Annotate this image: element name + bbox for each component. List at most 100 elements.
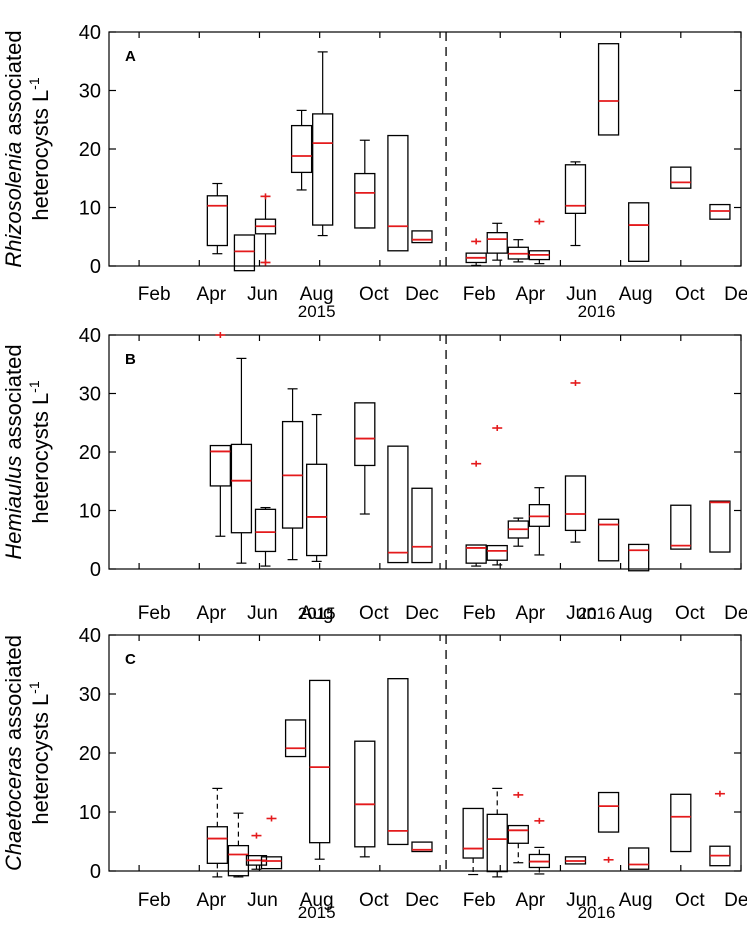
- y-tick-label: 20: [79, 442, 101, 464]
- taxon-name: Rhizosolenia: [1, 142, 26, 268]
- box-14: [564, 856, 587, 865]
- box-4: [290, 109, 313, 191]
- panel-b: 0 10 20 30 40 Feb Apr Jun Aug Oct Dec Feb Apr Jun Aug O…: [1, 325, 747, 624]
- panel-label: B: [125, 351, 136, 368]
- x-tick-label: Aug: [300, 890, 334, 911]
- box-iqr: [206, 195, 228, 247]
- y-label-rest: associated: [1, 635, 26, 746]
- box-15: [628, 202, 650, 262]
- box-5: [284, 719, 307, 758]
- box-7: [387, 445, 409, 564]
- y-tick-label: 0: [90, 861, 101, 883]
- x-tick-label: Oct: [675, 603, 705, 624]
- x-tick-label: Aug: [619, 890, 653, 911]
- box-iqr: [209, 444, 232, 487]
- y-tick-label: 10: [79, 501, 101, 523]
- box-iqr: [411, 841, 433, 853]
- box-iqr: [306, 463, 328, 557]
- x-tick-label: Dec: [724, 603, 747, 624]
- box-9: [411, 841, 433, 853]
- x-tick-label: Feb: [138, 890, 171, 911]
- box-6: [354, 402, 376, 515]
- box-iqr: [290, 124, 313, 174]
- box-12: [528, 487, 551, 556]
- x-tick-label: Aug: [619, 603, 653, 624]
- box-iqr: [354, 402, 376, 467]
- x-tick-label: Apr: [516, 284, 546, 305]
- box-iqr: [254, 508, 277, 553]
- x-tick-label: Oct: [675, 890, 705, 911]
- box-11: [486, 787, 508, 878]
- box-10: [486, 425, 508, 566]
- box-17: [670, 793, 692, 853]
- box-iqr: [670, 504, 692, 550]
- box-18: [709, 790, 731, 867]
- year-label: 2016: [578, 604, 616, 623]
- box-iqr: [260, 856, 283, 870]
- box-iqr: [709, 500, 731, 553]
- box-14: [597, 43, 620, 136]
- x-tick-label: Apr: [197, 284, 227, 305]
- x-tick-label: Feb: [463, 603, 496, 624]
- y-axis-label-line1: Chaetoceras associated: [1, 635, 26, 871]
- box-13: [564, 379, 587, 543]
- box-iqr: [411, 487, 433, 564]
- x-tick-label: Oct: [359, 284, 389, 305]
- y-tick-label: 30: [79, 684, 101, 706]
- x-tick-label: Jun: [566, 890, 597, 911]
- x-tick-label: Apr: [197, 603, 227, 624]
- taxon-name: Chaetoceras: [1, 746, 26, 871]
- box-iqr: [670, 166, 692, 189]
- y-tick-label: 20: [79, 139, 101, 161]
- x-tick-label: Aug: [300, 603, 334, 624]
- y-tick-label: 20: [79, 743, 101, 765]
- box-8: [411, 230, 433, 244]
- box-12: [528, 218, 551, 265]
- panel-label: A: [125, 48, 136, 65]
- box-iqr: [312, 113, 334, 226]
- box-iqr: [462, 807, 484, 859]
- x-tick-label: Feb: [138, 284, 171, 305]
- box-iqr: [486, 544, 508, 561]
- year-label: 2016: [578, 903, 616, 922]
- box-iqr: [309, 679, 331, 844]
- box-iqr: [486, 232, 508, 254]
- x-tick-label: Aug: [619, 284, 653, 305]
- x-tick-label: Feb: [463, 284, 496, 305]
- box-1: [206, 182, 228, 255]
- box-16: [670, 504, 692, 550]
- y-tick-label: 0: [90, 256, 101, 278]
- box-3: [245, 832, 268, 870]
- y-label-rest: associated: [1, 344, 26, 455]
- box-4: [260, 815, 283, 870]
- box-15: [628, 543, 650, 572]
- x-tick-label: Apr: [516, 890, 546, 911]
- box-15: [597, 791, 620, 863]
- x-tick-label: Dec: [724, 890, 747, 911]
- y-axis-label-line2: heterocysts L-1: [26, 380, 53, 524]
- x-tick-label: Jun: [247, 284, 278, 305]
- x-tick-label: Dec: [405, 284, 439, 305]
- y-label-units: heterocysts L: [28, 694, 53, 825]
- y-tick-label: 40: [79, 325, 101, 347]
- x-tick-label: Feb: [138, 603, 171, 624]
- x-tick-label: Apr: [516, 603, 546, 624]
- box-7: [387, 134, 409, 252]
- box-iqr: [670, 793, 692, 853]
- panel-label: C: [125, 651, 136, 668]
- year-label: 2016: [578, 302, 616, 321]
- box-1: [209, 332, 232, 537]
- plot-frame: [108, 634, 742, 872]
- y-axis-label-line1: Rhizosolenia associated: [1, 30, 26, 267]
- box-2: [230, 357, 253, 564]
- box-iqr: [597, 518, 620, 562]
- box-2: [233, 234, 256, 272]
- box-8: [411, 487, 433, 564]
- y-tick-label: 40: [79, 625, 101, 647]
- y-axis-label-line1: Hemiaulus associated: [1, 344, 26, 559]
- box-17: [709, 203, 731, 220]
- y-tick-label: 0: [90, 559, 101, 581]
- box-iqr: [354, 740, 376, 848]
- box-17: [709, 500, 731, 553]
